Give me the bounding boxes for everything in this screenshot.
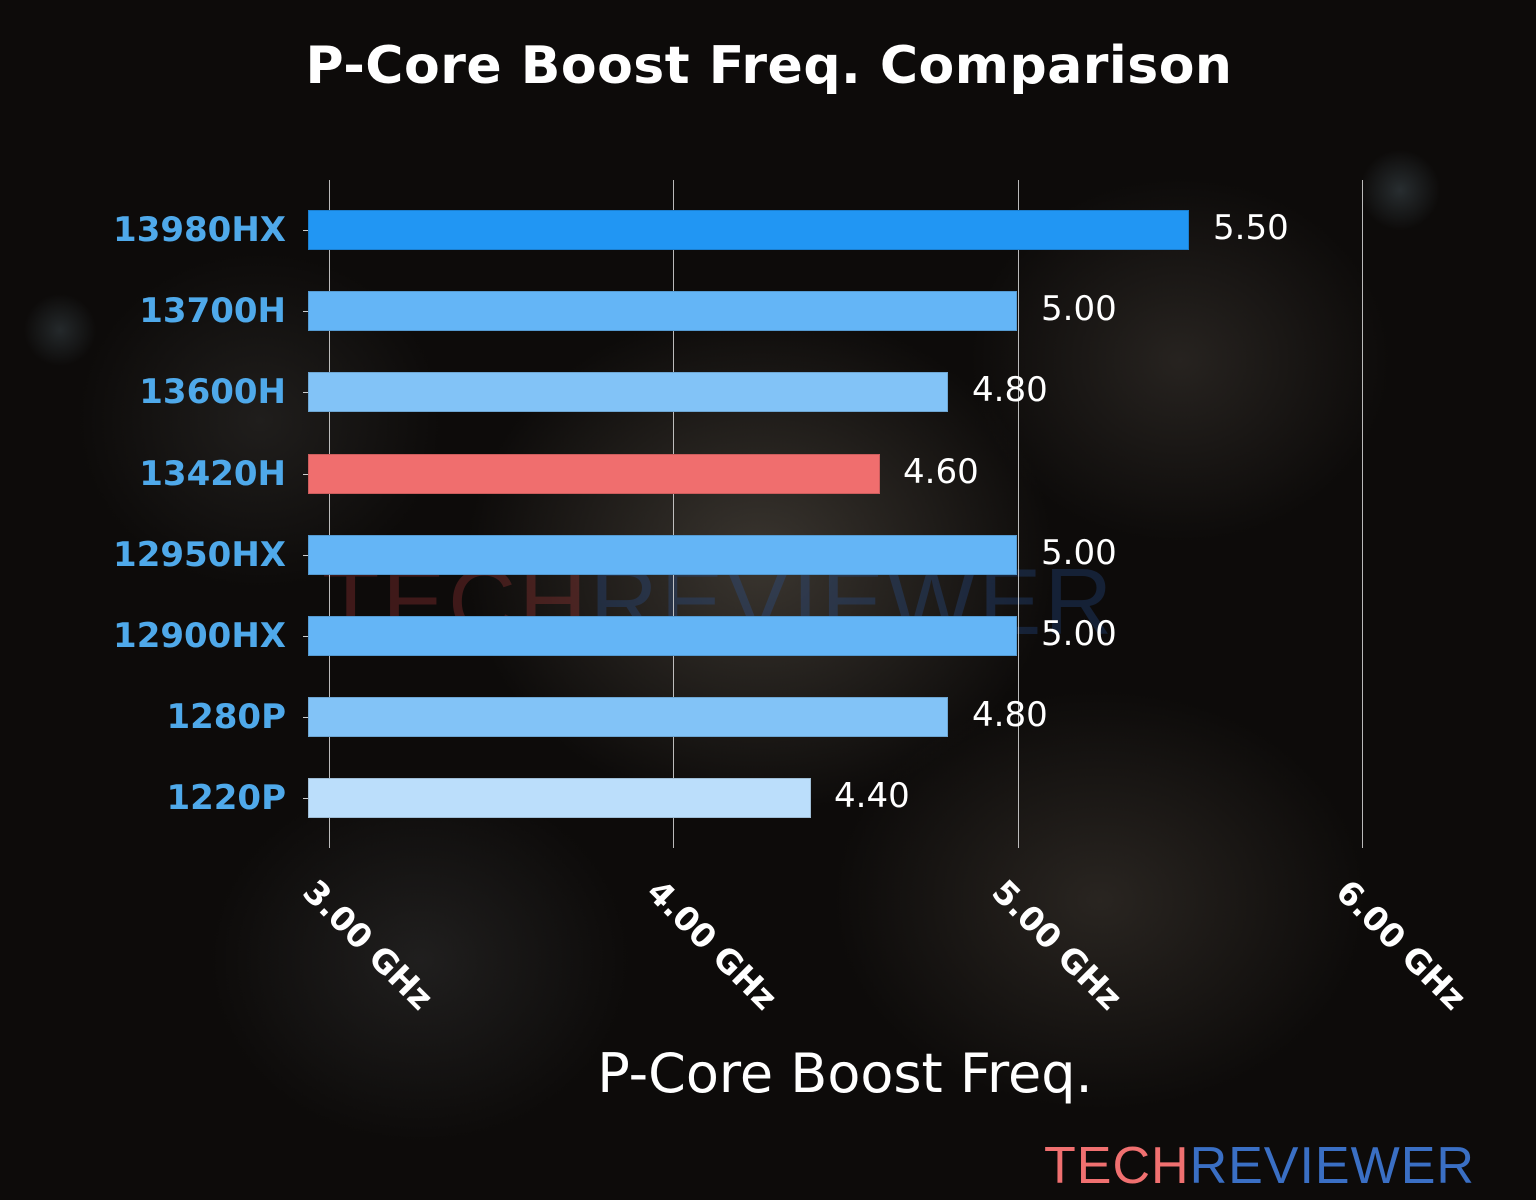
- value-label: 4.80: [972, 370, 1048, 410]
- value-label: 4.40: [834, 776, 910, 816]
- bar-13700h: [308, 291, 1017, 331]
- value-label: 5.00: [1041, 289, 1117, 329]
- x-axis-label: P-Core Boost Freq.: [597, 1042, 1093, 1105]
- bar-12950hx: [308, 535, 1017, 575]
- x-tick-label: 4.00 GHz: [639, 872, 785, 1018]
- y-tick: [303, 636, 308, 637]
- brand-logo: TECHREVIEWER: [1044, 1136, 1475, 1196]
- gridline: [329, 180, 330, 848]
- value-label: 4.60: [903, 452, 979, 492]
- y-tick: [303, 555, 308, 556]
- category-label: 1220P: [166, 778, 286, 818]
- x-tick-label: 6.00 GHz: [1328, 872, 1474, 1018]
- x-tick-label: 3.00 GHz: [295, 872, 441, 1018]
- y-tick: [303, 230, 308, 231]
- bar-1220p: [308, 778, 811, 818]
- gridline: [673, 180, 674, 848]
- category-label: 13980HX: [113, 210, 286, 250]
- gridline: [1018, 180, 1019, 848]
- chart-title: P-Core Boost Freq. Comparison: [305, 36, 1233, 96]
- y-tick: [303, 311, 308, 312]
- brand-tech: TECH: [1044, 1137, 1190, 1195]
- category-label: 12950HX: [113, 535, 286, 575]
- value-label: 5.50: [1213, 208, 1289, 248]
- category-label: 13420H: [139, 454, 286, 494]
- category-label: 13600H: [139, 372, 286, 412]
- x-tick-label: 5.00 GHz: [984, 872, 1130, 1018]
- bar-12900hx: [308, 616, 1017, 656]
- y-tick: [303, 474, 308, 475]
- y-tick: [303, 798, 308, 799]
- category-label: 13700H: [139, 291, 286, 331]
- category-label: 12900HX: [113, 616, 286, 656]
- y-tick: [303, 717, 308, 718]
- gridline: [1362, 180, 1363, 848]
- value-label: 5.00: [1041, 533, 1117, 573]
- value-label: 5.00: [1041, 614, 1117, 654]
- value-label: 4.80: [972, 695, 1048, 735]
- bar-13980hx: [308, 210, 1189, 250]
- bar-1280p: [308, 697, 948, 737]
- category-label: 1280P: [166, 697, 286, 737]
- bar-13420h: [308, 454, 880, 494]
- brand-reviewer: REVIEWER: [1189, 1137, 1475, 1195]
- bar-13600h: [308, 372, 948, 412]
- y-tick: [303, 392, 308, 393]
